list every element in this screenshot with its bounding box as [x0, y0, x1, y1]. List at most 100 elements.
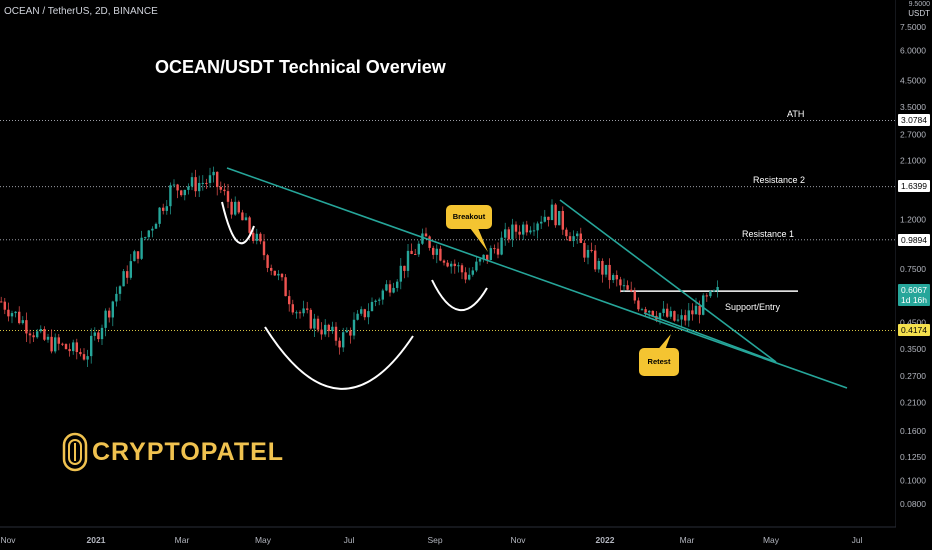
candle-body — [43, 328, 46, 340]
candle-body — [529, 230, 532, 233]
candle-body — [97, 332, 100, 340]
left-shoulder-arc — [221, 201, 255, 245]
candle-body — [187, 186, 190, 190]
candle-body — [3, 301, 6, 310]
ath-label: ATH — [787, 109, 805, 119]
candle-body — [302, 308, 305, 314]
candle-body — [0, 301, 3, 303]
candle-body — [39, 328, 42, 332]
candle-body — [309, 309, 312, 329]
candle-body — [356, 313, 359, 320]
descending-trendline-inner[interactable] — [559, 199, 777, 363]
candle-body — [669, 311, 672, 317]
candle-body — [25, 320, 28, 334]
chart-title: OCEAN/USDT Technical Overview — [155, 57, 446, 77]
candle-body — [252, 232, 255, 241]
symbol-info[interactable]: OCEAN / TetherUS, 2D, BINANCE — [4, 6, 158, 17]
descending-trendline-main[interactable] — [226, 167, 848, 389]
candle-body — [21, 320, 24, 324]
candle-body — [147, 230, 150, 238]
candle-body — [424, 233, 428, 237]
candle-body — [75, 342, 78, 353]
candle-body — [284, 277, 287, 297]
cup-arc — [264, 326, 414, 390]
candle-body — [288, 296, 291, 305]
candle-body — [144, 237, 147, 239]
candle-body — [370, 301, 374, 312]
candle-body — [259, 233, 262, 242]
low-level-price-box: 0.4174 — [898, 324, 930, 336]
candle-body — [460, 265, 464, 273]
price-tick-label: 0.3500 — [900, 344, 926, 354]
breakout-pointer — [470, 228, 488, 252]
candle-body — [108, 310, 111, 318]
candle-body — [280, 273, 284, 278]
price-tick-label: 2.7000 — [900, 129, 926, 139]
candle-body — [554, 204, 557, 226]
candle-body — [489, 248, 492, 261]
candle-body — [514, 224, 518, 232]
candle-body — [165, 206, 168, 211]
candle-body — [180, 190, 183, 196]
time-tick-label: 2022 — [596, 535, 615, 545]
candle-body — [32, 335, 35, 338]
price-tick-label: 2.1000 — [900, 156, 926, 166]
resistance1-price-box: 0.9894 — [898, 234, 930, 246]
ath-price: 3.0784 — [901, 115, 927, 125]
candle-body — [399, 265, 402, 282]
candle-body — [709, 291, 712, 297]
candle-body — [619, 279, 622, 286]
candle-body — [608, 264, 611, 281]
candle-body — [615, 275, 618, 280]
candle-body — [381, 290, 384, 300]
candle-body — [525, 224, 528, 233]
candle-body — [10, 313, 14, 317]
price-tick-label: 6.0000 — [900, 45, 926, 55]
ath-price-box: 3.0784 — [898, 114, 930, 126]
candle-body — [50, 336, 53, 352]
candle-body — [194, 177, 197, 192]
candle-body — [432, 247, 435, 255]
candle-body — [244, 217, 248, 221]
candle-body — [262, 241, 266, 256]
candle-body — [295, 312, 298, 314]
candle-body — [496, 248, 500, 255]
candle-body — [712, 290, 716, 292]
candle-body — [360, 309, 363, 314]
candle-body — [558, 211, 561, 226]
candle-body — [691, 310, 694, 315]
low-level-price: 0.4174 — [901, 325, 927, 335]
candle-body — [626, 285, 629, 290]
candle-body — [90, 335, 93, 357]
candle-body — [579, 233, 582, 243]
candle-body — [658, 312, 662, 320]
candle-body — [464, 272, 467, 280]
candle-body — [158, 207, 161, 224]
candle-body — [518, 231, 521, 235]
candle-body — [666, 308, 669, 317]
candle-body — [291, 304, 294, 313]
price-axis[interactable] — [896, 0, 932, 550]
time-tick-label: 2021 — [87, 535, 106, 545]
candle-body — [680, 315, 683, 320]
time-tick-label: Mar — [175, 535, 190, 545]
time-tick-label: Jul — [852, 535, 863, 545]
wedge-support-line[interactable] — [643, 312, 777, 363]
candle-body — [208, 175, 212, 183]
candle-body — [57, 337, 60, 344]
candle-body — [198, 182, 201, 192]
candle-body — [316, 318, 320, 330]
price-axis-ticks: 7.5000 6.0000 4.5000 3.5000 2.7000 2.1000 1.20… — [900, 22, 926, 509]
candle-body — [439, 248, 442, 261]
time-tick-label: Jul — [344, 535, 355, 545]
candle-body — [428, 236, 431, 248]
candle-body — [478, 258, 482, 262]
candle-body — [500, 237, 503, 255]
candle-body — [576, 233, 579, 237]
candle-body — [82, 354, 86, 360]
candle-body — [334, 326, 338, 341]
candle-body — [388, 284, 392, 293]
candle-body — [594, 250, 597, 270]
candle-body — [241, 212, 244, 221]
